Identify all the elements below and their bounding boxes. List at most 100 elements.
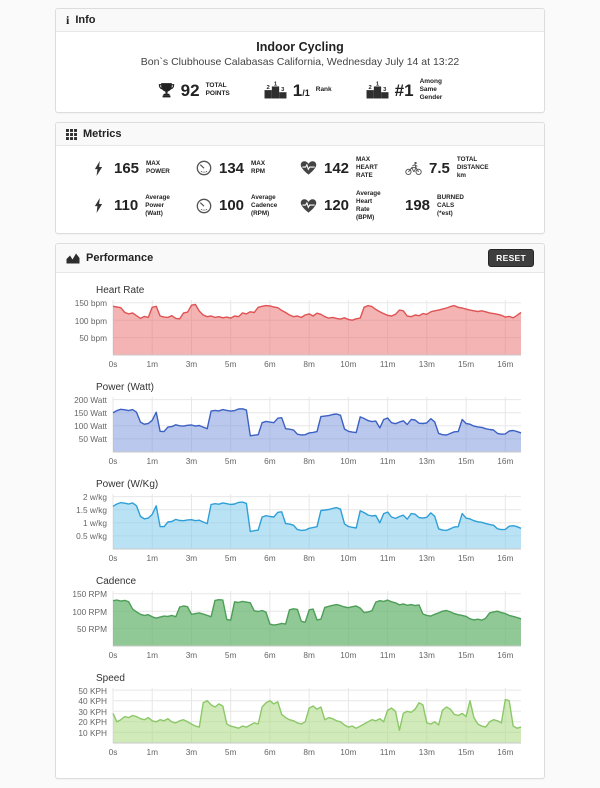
x-tick-label: 6m	[264, 650, 276, 661]
y-tick-label: 10 KPH	[78, 727, 107, 738]
y-tick-label: 2 w/kg	[83, 492, 107, 503]
metric-label: MAX POWER	[146, 160, 170, 176]
x-tick-label: 5m	[224, 747, 237, 758]
svg-text:1: 1	[274, 82, 278, 88]
gauge-icon	[196, 198, 211, 214]
x-tick-label: 5m	[224, 553, 237, 564]
x-tick-label: 8m	[303, 553, 315, 564]
x-tick-label: 0s	[108, 747, 118, 758]
x-tick-label: 10m	[340, 553, 357, 564]
x-tick-label: 10m	[340, 747, 357, 758]
y-tick-label: 50 RPM	[77, 623, 107, 634]
metric-label: Average Power (Watt)	[145, 193, 170, 217]
x-tick-label: 3m	[185, 650, 198, 661]
x-tick-label: 6m	[264, 359, 276, 370]
rank-stat: 2 1 3 1/1 Rank	[264, 81, 332, 99]
svg-text:3: 3	[281, 87, 285, 93]
x-tick-label: 1m	[146, 359, 158, 370]
x-tick-label: 15m	[457, 553, 475, 564]
cadence-plot[interactable]	[112, 590, 522, 648]
performance-panel-title: Performance	[86, 252, 154, 265]
x-tick-label: 11m	[379, 650, 396, 661]
x-tick-label: 5m	[224, 359, 237, 370]
speed-plot[interactable]	[112, 687, 522, 745]
chart-speed: Speed 50 KPH 40 KPH 30 KPH 20 KPH 10 KPH 0s 1…	[64, 673, 536, 758]
x-tick-label: 16m	[497, 359, 514, 370]
x-tick-label: 1m	[146, 650, 158, 661]
x-tick-label: 0s	[108, 456, 118, 467]
power-wkg-plot[interactable]	[112, 493, 522, 551]
bolt-icon	[94, 160, 103, 176]
y-tick-label: 0.5 w/kg	[76, 531, 107, 542]
metric-burned-cals: 198 BURNED CALS (*est)	[405, 190, 510, 221]
page-content: i Info Indoor Cycling Bon`s Clubhouse Ca…	[55, 0, 545, 780]
area-chart-icon	[66, 253, 80, 264]
x-tick-label: 11m	[379, 553, 396, 564]
x-axis: 0s 1m 3m 5m 6m 8m 10m 11m 13m 15m 16m	[108, 745, 522, 758]
podium-icon: 2 1 3	[264, 82, 287, 99]
metric-max-power: 165 MAX POWER	[90, 156, 195, 180]
metric-value: 198	[405, 197, 431, 215]
x-axis: 0s 1m 3m 5m 6m 8m 10m 11m 13m 15m 16m	[108, 454, 522, 467]
metrics-panel: Metrics 165 MAX POWER 134 MAX RPM	[55, 122, 545, 235]
svg-text:3: 3	[383, 87, 387, 93]
x-tick-label: 6m	[264, 747, 276, 758]
x-tick-label: 13m	[418, 650, 435, 661]
gender-rank-stat: 2 1 3 #1 Among Same Gender	[366, 78, 443, 102]
chart-power-watt: Power (Watt) 200 Watt 150 Watt 100 Watt 50 …	[64, 382, 536, 467]
x-tick-label: 11m	[379, 359, 396, 370]
y-tick-label: 100 Watt	[74, 421, 107, 432]
x-tick-label: 0s	[108, 553, 118, 564]
chart-title: Power (Watt)	[96, 382, 154, 394]
y-tick-label: 1 w/kg	[83, 518, 107, 529]
x-axis: 0s 1m 3m 5m 6m 8m 10m 11m 13m 15m 16m	[108, 357, 522, 370]
performance-panel: Performance RESET Heart Rate 150 bpm 100 …	[55, 243, 545, 780]
rank-value: 1/1	[292, 80, 310, 100]
grid-icon	[66, 128, 77, 140]
chart-title: Speed	[96, 673, 125, 685]
x-tick-label: 15m	[457, 747, 475, 758]
y-tick-label: 20 KPH	[78, 717, 107, 728]
metric-max-heart-rate: 142 MAX HEART RATE	[300, 156, 405, 180]
heart-pulse-icon	[300, 161, 317, 175]
gender-rank-label: Among Same Gender	[419, 78, 443, 102]
metric-value: 142	[324, 159, 350, 177]
x-tick-label: 5m	[224, 650, 237, 661]
x-tick-label: 0s	[108, 359, 118, 370]
info-panel-body: Indoor Cycling Bon`s Clubhouse Calabasas…	[56, 32, 544, 112]
y-tick-label: 200 Watt	[74, 395, 107, 406]
metric-value: 7.5	[429, 159, 450, 177]
x-tick-label: 10m	[340, 359, 357, 370]
metric-value: 110	[114, 197, 139, 215]
power-watt-plot[interactable]	[112, 396, 522, 454]
metric-value: 120	[324, 197, 350, 215]
x-tick-label: 3m	[185, 359, 198, 370]
x-tick-label: 6m	[264, 553, 276, 564]
activity-subtitle: Bon`s Clubhouse Calabasas California, We…	[140, 56, 460, 68]
x-tick-label: 11m	[379, 456, 396, 467]
heart-rate-plot[interactable]	[112, 299, 522, 357]
x-tick-label: 13m	[418, 359, 435, 370]
info-panel: i Info Indoor Cycling Bon`s Clubhouse Ca…	[55, 8, 545, 114]
x-axis: 0s 1m 3m 5m 6m 8m 10m 11m 13m 15m 16m	[108, 551, 522, 564]
metric-average-heart-rate: 120 Average Heart Rate (BPM)	[300, 190, 405, 221]
x-tick-label: 3m	[185, 553, 198, 564]
y-axis: 2 w/kg 1.5 w/kg 1 w/kg 0.5 w/kg	[64, 492, 112, 551]
reset-button[interactable]: RESET	[488, 249, 534, 268]
x-tick-label: 16m	[497, 553, 514, 564]
svg-text:1: 1	[376, 82, 380, 88]
x-tick-label: 15m	[457, 650, 475, 661]
svg-text:2: 2	[266, 85, 270, 91]
gauge-icon	[196, 160, 211, 176]
x-tick-label: 6m	[264, 456, 276, 467]
chart-title: Power (W/Kg)	[96, 479, 159, 491]
y-tick-label: 150 bpm	[74, 298, 107, 309]
y-tick-label: 40 KPH	[78, 696, 107, 707]
metric-value: 165	[114, 159, 140, 177]
metric-value: 100	[219, 197, 245, 215]
svg-text:2: 2	[368, 85, 372, 91]
metric-max-rpm: 134 MAX RPM	[195, 156, 300, 180]
y-axis: 150 bpm 100 bpm 50 bpm	[64, 298, 112, 357]
y-tick-label: 50 Watt	[78, 434, 107, 445]
metrics-panel-title: Metrics	[83, 128, 122, 141]
